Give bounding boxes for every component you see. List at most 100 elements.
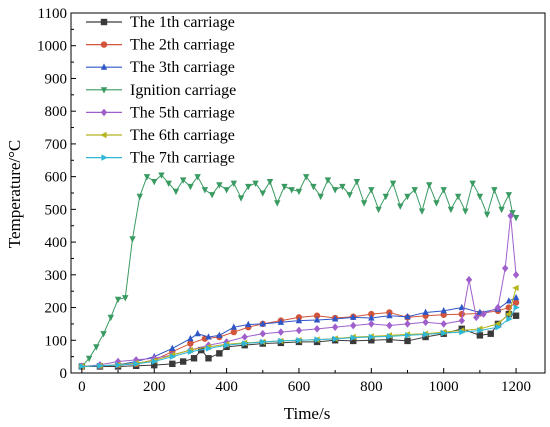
data-point xyxy=(469,180,476,187)
data-point xyxy=(339,183,346,191)
data-point xyxy=(505,297,513,304)
data-point xyxy=(151,178,158,186)
data-point xyxy=(422,308,429,316)
data-point xyxy=(277,339,285,347)
data-point xyxy=(389,180,397,187)
data-point xyxy=(447,206,455,214)
data-point xyxy=(483,211,491,219)
data-point xyxy=(368,314,375,321)
y-tick-label: 1100 xyxy=(38,6,67,22)
data-point xyxy=(259,190,266,197)
data-point xyxy=(288,187,295,194)
legend-item: Ignition carriage xyxy=(86,82,236,99)
data-point xyxy=(368,187,375,194)
data-point xyxy=(100,331,107,338)
data-point xyxy=(386,311,393,319)
legend-item: The 7th carriage xyxy=(86,150,235,167)
data-point xyxy=(404,193,411,201)
legend-item: The 5th carriage xyxy=(86,104,235,121)
data-point xyxy=(93,344,100,351)
data-point xyxy=(353,178,361,186)
legend: The 1th carriage The 2th carriage The 3th … xyxy=(86,14,236,167)
data-point xyxy=(187,183,194,191)
data-point xyxy=(331,323,339,331)
data-point xyxy=(114,357,122,366)
data-point xyxy=(295,326,303,335)
data-point xyxy=(259,320,266,327)
data-point xyxy=(187,334,194,342)
data-point xyxy=(260,338,267,346)
legend-item: The 6th carriage xyxy=(86,127,235,144)
data-point xyxy=(245,183,252,191)
legend-marker xyxy=(100,63,108,70)
data-point xyxy=(224,341,231,349)
legend-marker xyxy=(100,108,108,117)
series-line xyxy=(81,297,517,367)
data-point xyxy=(440,187,447,194)
data-point xyxy=(314,336,321,343)
series-line xyxy=(81,302,517,367)
data-point xyxy=(512,299,520,306)
data-point xyxy=(205,355,212,362)
data-point xyxy=(487,330,494,337)
data-point xyxy=(310,183,317,191)
x-axis: 0 200 400 600 800 1000 1200 xyxy=(78,368,531,395)
data-point xyxy=(458,316,465,325)
data-point xyxy=(513,304,520,311)
data-point xyxy=(346,192,353,199)
data-point xyxy=(133,360,140,368)
x-tick-label: 600 xyxy=(288,379,311,395)
data-point xyxy=(187,348,195,355)
legend-marker xyxy=(100,18,108,26)
data-point xyxy=(136,193,143,201)
legend-label: The 3th carriage xyxy=(130,59,235,76)
series-7 xyxy=(79,304,520,370)
y-tick-label: 0 xyxy=(60,366,68,382)
data-point xyxy=(165,180,172,187)
y-tick-label: 700 xyxy=(45,137,68,153)
data-point xyxy=(386,336,393,343)
data-point xyxy=(205,345,213,352)
data-point xyxy=(122,295,129,302)
data-point xyxy=(494,320,501,328)
data-point xyxy=(277,318,285,325)
legend-marker xyxy=(101,154,108,161)
data-point xyxy=(179,358,187,365)
data-point xyxy=(205,333,212,340)
y-tick-label: 500 xyxy=(45,202,68,218)
data-point xyxy=(274,200,281,207)
data-point xyxy=(230,328,238,336)
data-point xyxy=(277,328,285,336)
data-point xyxy=(459,328,466,336)
legend-label: The 2th carriage xyxy=(130,37,235,54)
data-point xyxy=(382,193,389,201)
data-point xyxy=(498,206,505,214)
series-5 xyxy=(78,212,520,371)
data-point xyxy=(97,362,104,369)
data-point xyxy=(169,344,176,352)
data-point xyxy=(375,206,382,214)
data-point xyxy=(313,338,321,346)
data-point xyxy=(404,337,411,345)
data-point xyxy=(422,318,429,327)
data-point xyxy=(295,316,303,324)
data-point xyxy=(476,332,484,339)
data-point xyxy=(230,323,238,330)
data-point xyxy=(458,310,465,318)
data-point xyxy=(404,312,411,320)
data-point xyxy=(426,182,433,189)
data-point xyxy=(266,178,274,186)
data-point xyxy=(507,212,514,220)
data-point xyxy=(441,329,448,337)
series-6 xyxy=(78,284,519,370)
data-point xyxy=(509,210,516,217)
data-point xyxy=(313,325,321,333)
data-point xyxy=(194,329,201,337)
data-point xyxy=(462,208,469,215)
data-point xyxy=(480,310,487,318)
data-point xyxy=(143,174,151,181)
data-point xyxy=(158,172,165,179)
legend-marker xyxy=(100,131,107,139)
legend-label: The 5th carriage xyxy=(130,104,235,121)
